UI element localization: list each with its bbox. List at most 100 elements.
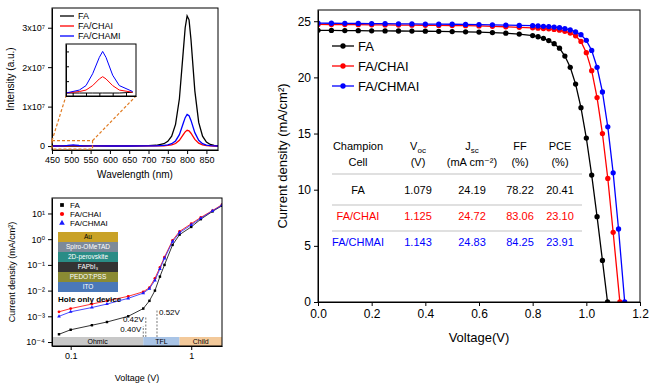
tick-mark [586, 302, 587, 306]
marker [450, 22, 455, 27]
marker [578, 105, 583, 110]
series-line [59, 206, 222, 335]
marker [90, 305, 94, 308]
marker [396, 28, 401, 33]
marker [199, 216, 203, 219]
marker [568, 65, 573, 70]
marker [58, 333, 60, 335]
legend-line [60, 15, 74, 16]
tick-label: 0.8 [525, 307, 542, 321]
zoom-line [93, 96, 136, 141]
tick: 3x10⁷ [22, 23, 52, 33]
tick: 5 [304, 239, 318, 253]
chart: 45050055060065070075080085001x10⁷2x10⁷3x… [5, 8, 219, 180]
device-layer-label: PEDOT:PSS [70, 273, 107, 280]
tick-label: 0 [40, 141, 45, 151]
regions: OhmicTFLChild [88, 338, 209, 345]
marker [159, 275, 161, 277]
tick: 25 [298, 15, 318, 29]
tick-mark [314, 190, 318, 191]
axis: 0.00.20.40.60.81.01.2 [310, 302, 649, 321]
tick-label: 2x10⁷ [22, 63, 45, 73]
marker [594, 214, 599, 219]
tick-label: 500 [64, 155, 79, 165]
tick-label: 10⁻² [27, 286, 45, 296]
table-rule [332, 231, 582, 232]
marker [535, 23, 540, 28]
table-cell: 1.143 [404, 236, 432, 248]
marker [329, 28, 334, 33]
tick-mark [314, 246, 318, 247]
plot-frame [318, 10, 640, 302]
chart: 0.1110⁻⁴10⁻³10⁻²10⁻¹10⁰10¹FAFA/CHAIFA/CH… [7, 198, 224, 383]
tick-label: 0.2 [364, 307, 381, 321]
marker [541, 24, 546, 29]
tick-label: 0.6 [471, 307, 488, 321]
table-header-unit: Cell [349, 156, 368, 168]
marker [557, 46, 562, 51]
marker [382, 21, 387, 26]
tick-label: 15 [298, 127, 312, 141]
marker [600, 131, 605, 136]
legend-label: FA/CHAI [78, 21, 113, 31]
marker [611, 230, 616, 235]
marker [600, 258, 605, 263]
tick-label: 10⁻¹ [27, 260, 45, 270]
series-line [52, 130, 218, 146]
annotations: 0.40V0.42V0.52V [120, 308, 180, 337]
tick-mark [168, 150, 169, 154]
tick: 700 [141, 150, 156, 165]
marker [178, 230, 182, 233]
marker [382, 28, 387, 33]
table-header-unit: (%) [551, 156, 568, 168]
tick: 1 [189, 346, 194, 361]
marker [436, 22, 441, 27]
tick-mark [71, 150, 72, 154]
marker [69, 307, 72, 310]
marker [503, 30, 508, 35]
tick: 500 [64, 150, 79, 165]
tick-mark [91, 150, 92, 154]
tick-label: 10⁻³ [27, 312, 45, 322]
tick-label: 10¹ [32, 209, 45, 219]
tick: 10 [298, 183, 318, 197]
marker [142, 307, 144, 309]
table-cell: 24.83 [458, 236, 486, 248]
table-header: PCE [549, 140, 572, 152]
table-header: FF [513, 140, 527, 152]
tick-label: 0.4 [417, 307, 434, 321]
table-cell: FA [351, 184, 365, 196]
axis: 01x10⁷2x10⁷3x10⁷ [22, 9, 52, 152]
marker [190, 226, 192, 228]
marker [158, 267, 162, 270]
marker [568, 27, 573, 32]
tick-label: 1 [189, 351, 194, 361]
tick-label: 700 [141, 155, 156, 165]
annotation-line [156, 309, 157, 337]
legend-marker [60, 203, 64, 207]
marker [557, 25, 562, 30]
tick-mark [206, 150, 207, 154]
marker [573, 81, 578, 86]
marker [463, 22, 468, 27]
marker [154, 289, 156, 291]
tick-label: 0 [304, 295, 311, 309]
marker [530, 33, 535, 38]
table-header: Voc [410, 140, 426, 155]
table-cell: 24.72 [458, 210, 486, 222]
annotation-label: 0.40V [120, 325, 142, 334]
tick-label: 1.2 [632, 307, 649, 321]
tick-label: 0.0 [310, 307, 327, 321]
region-band [180, 337, 222, 346]
series-line [318, 23, 625, 302]
tick: 2x10⁷ [22, 63, 52, 73]
table-header: Champion [333, 140, 383, 152]
device-layer [58, 232, 118, 242]
marker [546, 38, 551, 43]
marker [369, 28, 374, 33]
tick-mark [372, 302, 373, 306]
legend-marker [340, 43, 345, 48]
tick-label: 20 [298, 71, 312, 85]
marker [189, 223, 193, 226]
marker [329, 21, 334, 26]
